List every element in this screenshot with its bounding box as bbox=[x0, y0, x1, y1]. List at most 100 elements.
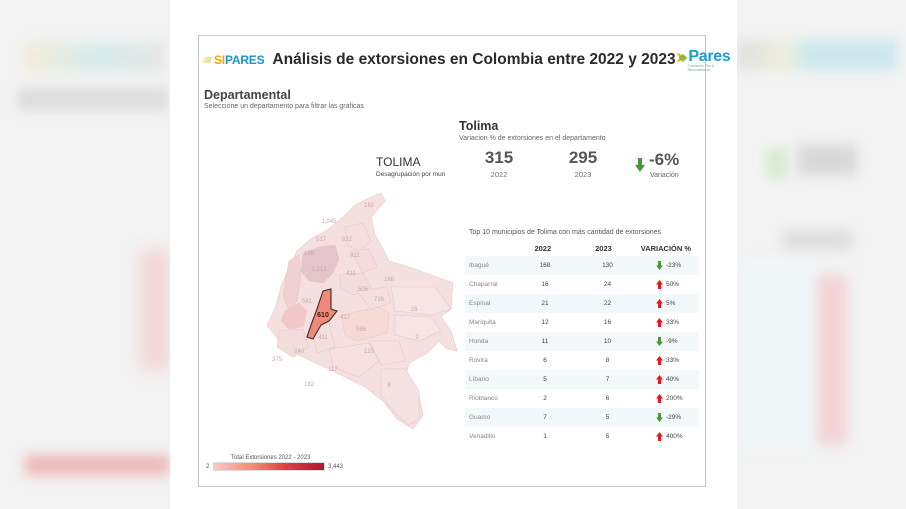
municipality-name: Ibagué bbox=[469, 262, 489, 269]
svg-text:611: 611 bbox=[350, 253, 360, 259]
pares-logo-word: Pares bbox=[688, 48, 731, 65]
table-row[interactable]: Chaparral 16 24 50% bbox=[465, 275, 699, 294]
value-2023: 10 bbox=[603, 338, 612, 345]
variation-cell: -9% bbox=[650, 337, 699, 346]
header-2023: 2023 bbox=[595, 243, 612, 253]
table-row[interactable]: Rioblanco 2 6 200% bbox=[465, 389, 699, 408]
value-2023: 6 bbox=[605, 395, 610, 402]
svg-text:736: 736 bbox=[374, 297, 385, 303]
pares-logo-sub: Fundación Paz & Reconciliación bbox=[687, 64, 715, 72]
svg-text:517: 517 bbox=[316, 237, 327, 243]
value-2023: 8 bbox=[605, 357, 610, 364]
section-title: Departamental bbox=[204, 88, 291, 102]
variation-value: 200% bbox=[666, 395, 683, 402]
kpi-2022-label: 2022 bbox=[490, 170, 508, 179]
kpi-variation-label: Variación bbox=[650, 172, 679, 179]
svg-text:6: 6 bbox=[387, 383, 391, 389]
legend-min: 2 bbox=[206, 464, 210, 470]
map-region-cesar bbox=[350, 248, 378, 274]
value-2022: 1 bbox=[543, 433, 547, 440]
variation-value: -9% bbox=[666, 338, 678, 345]
svg-text:411: 411 bbox=[346, 271, 356, 277]
municipality-name: Guamo bbox=[469, 414, 491, 421]
arrow-up-icon bbox=[656, 375, 663, 384]
dashboard-card: SI PARES Análisis de extorsiones en Colo… bbox=[198, 35, 731, 487]
background-right-blur bbox=[737, 0, 906, 509]
dashboard-panel: SI PARES Análisis de extorsiones en Colo… bbox=[170, 0, 737, 509]
variation-value: 33% bbox=[666, 357, 680, 364]
svg-text:375: 375 bbox=[272, 357, 283, 363]
map-region-tolima-selected bbox=[306, 288, 338, 340]
colombia-choropleth-map[interactable]: 182 1,045 517 632 198 611 2,213 411 168 … bbox=[259, 191, 459, 441]
table-row[interactable]: Mariquita 12 16 33% bbox=[465, 313, 699, 332]
pares-bird-icon: ➤ bbox=[675, 48, 688, 65]
svg-text:1,045: 1,045 bbox=[321, 219, 337, 225]
map-region-boyaca bbox=[356, 286, 392, 310]
kpi-2023-label: 2023 bbox=[574, 170, 592, 179]
variation-cell: 33% bbox=[650, 318, 699, 327]
logo-si-text: SI bbox=[214, 53, 225, 67]
variation-cell: 33% bbox=[650, 356, 699, 365]
table-row[interactable]: Honda 11 10 -9% bbox=[465, 332, 699, 351]
arrow-down-icon bbox=[656, 337, 663, 346]
value-2022: 21 bbox=[541, 300, 549, 307]
map-region-norte bbox=[344, 222, 372, 252]
value-2023: 5 bbox=[605, 414, 610, 421]
svg-text:2: 2 bbox=[415, 335, 419, 341]
value-2023: 5 bbox=[605, 433, 610, 440]
map-region-meta bbox=[340, 306, 390, 342]
table-row[interactable]: Venadillo 1 5 400% bbox=[465, 427, 699, 446]
municipality-name: Líbano bbox=[469, 376, 489, 383]
arrow-up-icon bbox=[656, 356, 663, 365]
svg-text:123: 123 bbox=[364, 349, 375, 355]
table-row[interactable]: Espinal 21 22 5% bbox=[465, 294, 699, 313]
value-2022: 7 bbox=[543, 414, 547, 421]
variation-cell: -29% bbox=[650, 413, 699, 422]
table-row[interactable]: Rovira 6 8 33% bbox=[465, 351, 699, 370]
svg-text:117: 117 bbox=[328, 367, 338, 373]
variation-cell: 200% bbox=[650, 394, 699, 403]
municipality-name: Espinal bbox=[469, 300, 491, 307]
map-region-valle bbox=[280, 302, 308, 330]
value-2023: 16 bbox=[603, 319, 612, 326]
sipares-mark-icon bbox=[203, 55, 213, 65]
kpi-2022-value: 315 bbox=[484, 148, 514, 167]
municipality-name: Chaparral bbox=[469, 281, 498, 288]
summary-title: Tolima bbox=[459, 119, 499, 133]
arrow-down-icon bbox=[656, 261, 663, 270]
svg-text:586: 586 bbox=[356, 327, 367, 333]
map-region-choco bbox=[282, 254, 302, 312]
map-region-vichada bbox=[390, 286, 452, 316]
svg-text:240: 240 bbox=[294, 349, 305, 355]
variation-value: -23% bbox=[666, 262, 682, 269]
department-name: TOLIMA bbox=[376, 155, 421, 169]
legend-max: 3,443 bbox=[328, 464, 344, 470]
arrow-up-icon bbox=[656, 318, 663, 327]
table-row[interactable]: Guamo 7 5 -29% bbox=[465, 408, 699, 427]
arrow-down-icon bbox=[656, 413, 663, 422]
svg-text:417: 417 bbox=[340, 315, 351, 321]
svg-text:182: 182 bbox=[364, 203, 375, 209]
value-2022: 6 bbox=[543, 357, 547, 364]
value-2022: 11 bbox=[541, 338, 549, 345]
logo-pares-text: PARES bbox=[224, 53, 265, 67]
variation-value: 400% bbox=[666, 433, 683, 440]
svg-text:15: 15 bbox=[411, 307, 418, 313]
table-row[interactable]: Ibagué 168 130 -23% bbox=[465, 256, 699, 275]
table-header: 2022 2023 VARIACIÓN % bbox=[465, 240, 699, 256]
top-municipalities-table: 2022 2023 VARIACIÓN % Ibagué 168 130 -23% Ch… bbox=[465, 240, 699, 446]
table-row[interactable]: Líbano 5 7 40% bbox=[465, 370, 699, 389]
municipality-name: Honda bbox=[469, 338, 489, 345]
pares-logo: ➤ Pares Fundación Paz & Reconciliación bbox=[676, 48, 731, 72]
arrow-up-icon bbox=[656, 394, 663, 403]
variation-cell: 5% bbox=[650, 299, 699, 308]
value-2023: 22 bbox=[603, 300, 612, 307]
page-title: Análisis de extorsiones en Colombia entr… bbox=[272, 51, 676, 68]
map-region-guaviare bbox=[368, 340, 406, 366]
variation-value: 33% bbox=[666, 319, 680, 326]
header-2022: 2022 bbox=[534, 243, 552, 253]
svg-text:182: 182 bbox=[304, 382, 315, 388]
value-2022: 2 bbox=[543, 395, 547, 402]
map-region-guainia bbox=[394, 314, 442, 342]
value-2022: 16 bbox=[541, 281, 549, 288]
